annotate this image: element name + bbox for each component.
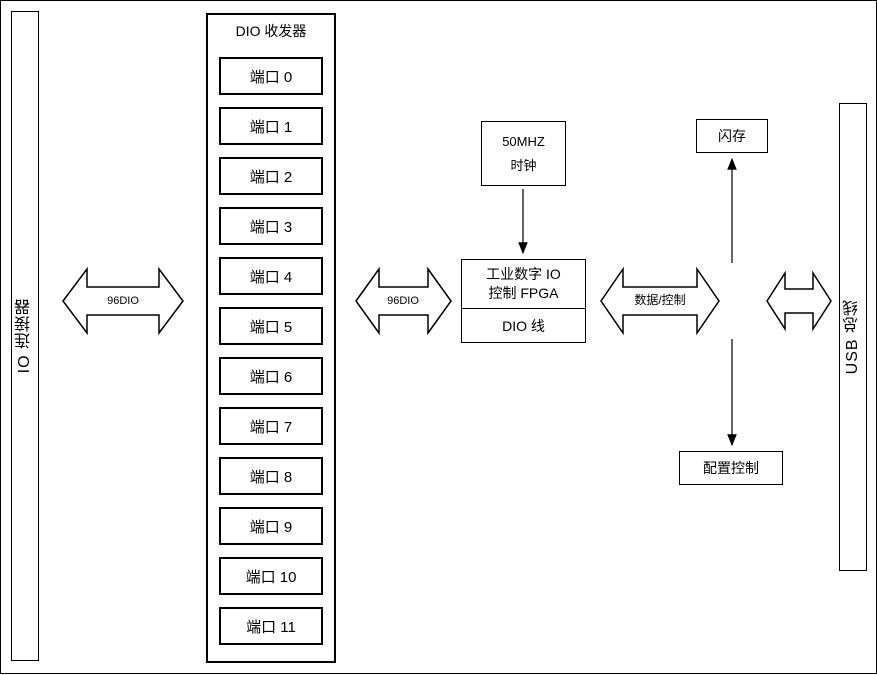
- port-label: 端口 11: [246, 616, 296, 637]
- port-label: 端口 3: [250, 216, 293, 237]
- usb-bus-box: USB 总线: [839, 103, 867, 571]
- port-label: 端口 6: [250, 366, 293, 387]
- diagram-canvas: IO 连接器 DIO 收发器 50MHZ 时钟 工业数字 IO控制 FPGA D…: [0, 0, 877, 674]
- port-label: 端口 4: [250, 266, 293, 287]
- port-cell: 端口 2: [219, 157, 323, 195]
- port-label: 端口 9: [250, 516, 293, 537]
- io-connector-label: IO 连接器: [13, 298, 37, 373]
- arrow-96dio-1: 96DIO: [63, 269, 183, 333]
- arrow-96dio-1-label: 96DIO: [107, 295, 139, 307]
- port-label: 端口 7: [250, 416, 293, 437]
- port-label: 端口 10: [246, 566, 297, 587]
- port-label: 端口 5: [250, 316, 293, 337]
- config-label: 配置控制: [703, 458, 759, 478]
- io-connector-box: IO 连接器: [11, 11, 39, 661]
- fpga-bot-label: DIO 线: [462, 309, 585, 342]
- port-cell: 端口 10: [219, 557, 323, 595]
- clock-bot-label: 时钟: [510, 154, 536, 177]
- arrow-data-control-label: 数据/控制: [634, 292, 685, 307]
- dio-header: DIO 收发器: [208, 15, 334, 47]
- port-cell: 端口 0: [219, 57, 323, 95]
- fpga-top-label: 工业数字 IO控制 FPGA: [462, 260, 585, 309]
- port-label: 端口 0: [250, 66, 293, 87]
- port-cell: 端口 1: [219, 107, 323, 145]
- arrow-96dio-2: 96DIO: [356, 269, 451, 333]
- port-cell: 端口 4: [219, 257, 323, 295]
- port-cell: 端口 8: [219, 457, 323, 495]
- arrow-to-usb: [767, 273, 831, 329]
- clock-box: 50MHZ 时钟: [481, 121, 566, 186]
- port-cell: 端口 11: [219, 607, 323, 645]
- port-label: 端口 1: [250, 116, 293, 137]
- flash-box: 闪存: [696, 119, 768, 153]
- arrow-data-control: 数据/控制: [601, 269, 719, 333]
- port-cell: 端口 6: [219, 357, 323, 395]
- dio-header-label: DIO 收发器: [236, 21, 307, 41]
- config-box: 配置控制: [679, 451, 783, 485]
- flash-label: 闪存: [718, 126, 746, 146]
- fpga-box: 工业数字 IO控制 FPGA DIO 线: [461, 259, 586, 343]
- port-cell: 端口 5: [219, 307, 323, 345]
- arrow-96dio-2-label: 96DIO: [387, 295, 419, 307]
- usb-bus-label: USB 总线: [841, 299, 865, 374]
- port-cell: 端口 9: [219, 507, 323, 545]
- arrows-layer: 96DIO 96DIO 数据/控制: [1, 1, 877, 675]
- port-cell: 端口 3: [219, 207, 323, 245]
- port-label: 端口 8: [250, 466, 293, 487]
- clock-top-label: 50MHZ: [502, 130, 545, 153]
- port-cell: 端口 7: [219, 407, 323, 445]
- port-label: 端口 2: [250, 166, 293, 187]
